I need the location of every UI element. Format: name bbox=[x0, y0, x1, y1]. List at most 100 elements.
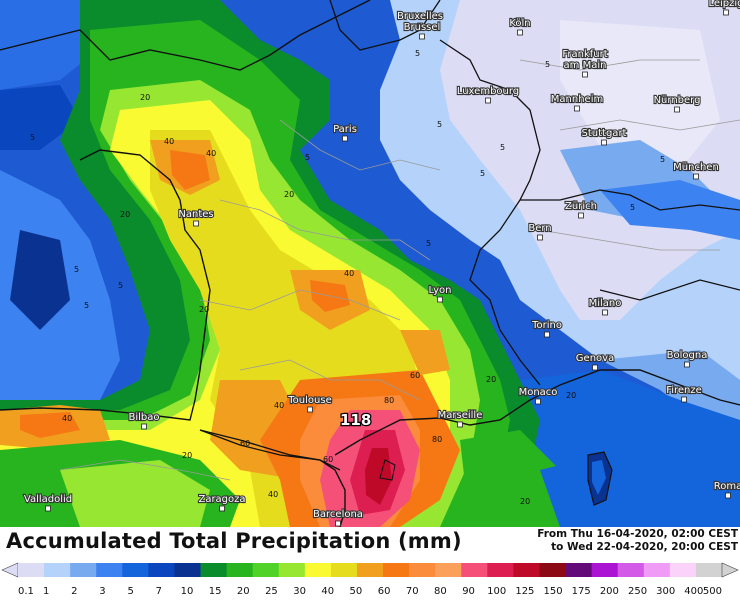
city-label: Brussel bbox=[404, 22, 441, 33]
period-to: to Wed 22-04-2020, 20:00 CEST bbox=[551, 541, 738, 553]
city-marker bbox=[219, 505, 225, 512]
contour-label: 5 bbox=[545, 60, 550, 69]
contour-label: 5 bbox=[480, 169, 485, 178]
city-label: Barcelona bbox=[313, 509, 363, 520]
country-borders bbox=[199, 0, 740, 471]
legend-swatch bbox=[278, 563, 306, 577]
contour-label: 20 bbox=[284, 190, 294, 199]
legend-value-label: 20 bbox=[237, 586, 250, 597]
city-label: am Main bbox=[564, 60, 607, 71]
city-label: Roma bbox=[714, 481, 740, 492]
rain-60-70mm-area bbox=[170, 150, 210, 190]
city-marker bbox=[457, 421, 463, 428]
legend-value-label: 250 bbox=[628, 586, 647, 597]
legend-swatch bbox=[122, 563, 149, 577]
city-marker bbox=[684, 361, 690, 368]
contour-label: 40 bbox=[344, 269, 354, 278]
city-label: München bbox=[673, 162, 719, 173]
city-label: Milano bbox=[589, 298, 622, 309]
legend-swatch bbox=[513, 563, 540, 577]
rain-60-70mm-area bbox=[20, 412, 80, 438]
contour-label: 60 bbox=[240, 439, 250, 448]
legend-value-label: 200 bbox=[600, 586, 619, 597]
ocean-dark-blue-area bbox=[0, 85, 80, 150]
contour-label: 40 bbox=[62, 414, 72, 423]
legend-value-label: 10 bbox=[181, 586, 194, 597]
corsica-outline bbox=[587, 451, 613, 506]
city-marker bbox=[681, 396, 687, 403]
city-marker bbox=[725, 492, 731, 499]
legend-swatch bbox=[565, 563, 593, 577]
contour-label: 40 bbox=[268, 490, 278, 499]
island-outline bbox=[379, 459, 396, 481]
contour-label: 5 bbox=[630, 203, 635, 212]
city-marker bbox=[544, 331, 550, 338]
city-label: Toulouse bbox=[287, 395, 331, 406]
contour-label: 5 bbox=[500, 143, 505, 152]
legend-swatch bbox=[44, 563, 71, 577]
city-label: Lyon bbox=[428, 285, 451, 296]
legend-value-label: 90 bbox=[462, 586, 475, 597]
city-label: Bruxelles bbox=[397, 11, 443, 22]
city-label: Paris bbox=[333, 124, 357, 135]
contour-labels: 5 5 5 5 5 5 5 5 5 5 20 20 20 20 20 20 20… bbox=[30, 49, 665, 506]
legend-swatch bbox=[304, 563, 332, 577]
legend-value-label: 2 bbox=[71, 586, 77, 597]
legend-value-label: 175 bbox=[572, 586, 591, 597]
legend-value-label: 125 bbox=[515, 586, 534, 597]
city-marker bbox=[517, 29, 523, 36]
period-from: From Thu 16-04-2020, 02:00 CEST bbox=[537, 528, 738, 540]
mediterranean-rain-area bbox=[460, 430, 560, 527]
contour-label: 20 bbox=[566, 391, 576, 400]
contour-label: 5 bbox=[415, 49, 420, 58]
city-label: Bern bbox=[528, 223, 551, 234]
city-marker bbox=[417, 22, 423, 29]
contour-label: 20 bbox=[120, 210, 130, 219]
legend-swatch bbox=[643, 563, 671, 577]
legend-swatch bbox=[617, 563, 645, 577]
legend-value-label: 15 bbox=[209, 586, 222, 597]
corsica-rain-area bbox=[592, 460, 606, 495]
legend-value-label: 30 bbox=[293, 586, 306, 597]
contour-label: 20 bbox=[199, 305, 209, 314]
city-label: Firenze bbox=[666, 385, 702, 396]
legend-value-label: 7 bbox=[156, 586, 162, 597]
city-label: Frankfurt bbox=[562, 49, 607, 60]
contour-label: 5 bbox=[84, 301, 89, 310]
city-marker bbox=[578, 212, 584, 219]
city-marker bbox=[574, 105, 580, 112]
contour-label: 60 bbox=[323, 455, 333, 464]
legend-arrow-left bbox=[1, 562, 19, 578]
legend-value-label: 40 bbox=[321, 586, 334, 597]
legend-value-label: 3 bbox=[99, 586, 105, 597]
city-marker bbox=[582, 60, 588, 67]
legend-swatch bbox=[356, 563, 384, 577]
city-marker bbox=[335, 520, 341, 527]
city-marker bbox=[601, 139, 607, 146]
legend-value-label: 25 bbox=[265, 586, 278, 597]
city-marker bbox=[582, 71, 588, 78]
rain-20-25mm-area bbox=[60, 460, 210, 527]
city-label: Stuttgart bbox=[582, 128, 627, 139]
city-label: Bologna bbox=[667, 350, 708, 361]
city-marker bbox=[602, 309, 608, 316]
region-boundaries bbox=[59, 59, 740, 481]
legend-value-label: 0.1 bbox=[18, 586, 34, 597]
contour-label: 5 bbox=[660, 155, 665, 164]
legend-value-label: 500 bbox=[703, 586, 722, 597]
legend-value-label: 50 bbox=[350, 586, 363, 597]
rain-50-60mm-area bbox=[400, 330, 450, 375]
contour-label: 60 bbox=[410, 371, 420, 380]
contour-label: 40 bbox=[274, 401, 284, 410]
city-label: Nürnberg bbox=[654, 95, 701, 106]
city-label: Luxembourg bbox=[457, 86, 519, 97]
legend-value-label: 300 bbox=[656, 586, 675, 597]
city-marker bbox=[193, 220, 199, 227]
contour-label: 40 bbox=[206, 149, 216, 158]
city-marker bbox=[485, 97, 491, 104]
legend-value-label: 60 bbox=[378, 586, 391, 597]
contour-label: 5 bbox=[30, 133, 35, 142]
